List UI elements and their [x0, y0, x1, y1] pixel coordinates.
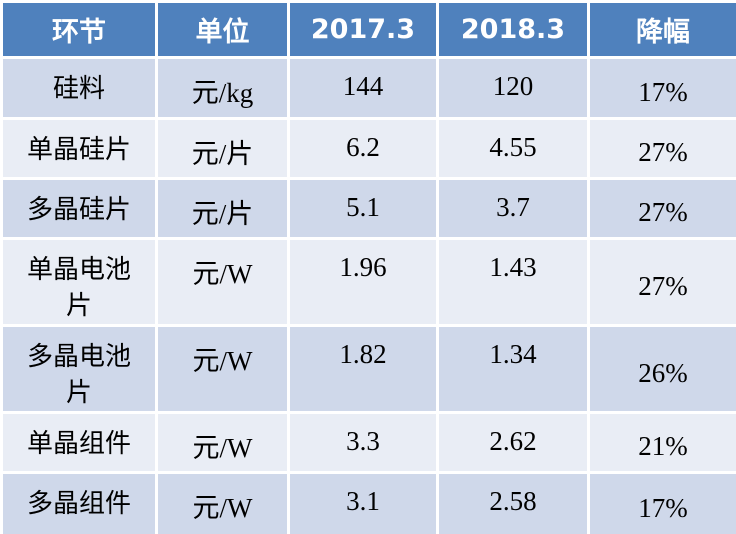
table-row: 多晶硅片 元/片 5.1 3.7 27% — [0, 177, 736, 240]
table-cell: 单晶电池片 — [0, 237, 158, 327]
table-cell: 2.58 — [436, 471, 590, 534]
table-row: 单晶电池片 元/W 1.96 1.43 27% — [0, 237, 736, 327]
table-cell: 3.3 — [287, 411, 439, 474]
table-row: 单晶硅片 元/片 6.2 4.55 27% — [0, 117, 736, 180]
table-cell: 3.7 — [436, 177, 590, 240]
table-cell: 1.96 — [287, 237, 439, 327]
header-cell: 降幅 — [587, 0, 736, 59]
table-row: 多晶组件 元/W 3.1 2.58 17% — [0, 471, 736, 534]
table-cell: 27% — [587, 177, 736, 240]
header-cell: 单位 — [155, 0, 290, 59]
table-row: 多晶电池片 元/W 1.82 1.34 26% — [0, 324, 736, 414]
table-cell: 多晶组件 — [0, 471, 158, 534]
table-cell: 26% — [587, 324, 736, 414]
table-cell: 硅料 — [0, 56, 158, 120]
table-cell: 元/片 — [155, 117, 290, 180]
table-cell: 元/W — [155, 237, 290, 327]
table-cell: 5.1 — [287, 177, 439, 240]
table-cell: 4.55 — [436, 117, 590, 180]
header-row: 环节 单位 2017.3 2018.3 降幅 — [0, 0, 736, 59]
table-cell: 单晶硅片 — [0, 117, 158, 180]
table-cell: 单晶组件 — [0, 411, 158, 474]
header-cell: 环节 — [0, 0, 158, 59]
table-row: 单晶组件 元/W 3.3 2.62 21% — [0, 411, 736, 474]
table-cell: 1.34 — [436, 324, 590, 414]
table-cell: 1.82 — [287, 324, 439, 414]
table-cell: 27% — [587, 237, 736, 327]
table-cell: 120 — [436, 56, 590, 120]
table-cell: 2.62 — [436, 411, 590, 474]
table-body: 硅料 元/kg 144 120 17% 单晶硅片 元/片 6.2 4.55 27% 多晶硅片 元/片 5… — [0, 56, 736, 534]
table-cell: 元/W — [155, 411, 290, 474]
table-cell: 多晶硅片 — [0, 177, 158, 240]
table-cell: 元/kg — [155, 56, 290, 120]
table-cell: 1.43 — [436, 237, 590, 327]
table-cell: 6.2 — [287, 117, 439, 180]
table-cell: 3.1 — [287, 471, 439, 534]
table-cell: 元/片 — [155, 177, 290, 240]
table-cell: 元/W — [155, 471, 290, 534]
table-row: 硅料 元/kg 144 120 17% — [0, 56, 736, 120]
table-cell: 17% — [587, 56, 736, 120]
header-cell: 2018.3 — [436, 0, 590, 59]
table-cell: 元/W — [155, 324, 290, 414]
table-cell: 21% — [587, 411, 736, 474]
table-cell: 17% — [587, 471, 736, 534]
table-cell: 27% — [587, 117, 736, 180]
header-cell: 2017.3 — [287, 0, 439, 59]
table-cell: 多晶电池片 — [0, 324, 158, 414]
table-cell: 144 — [287, 56, 439, 120]
